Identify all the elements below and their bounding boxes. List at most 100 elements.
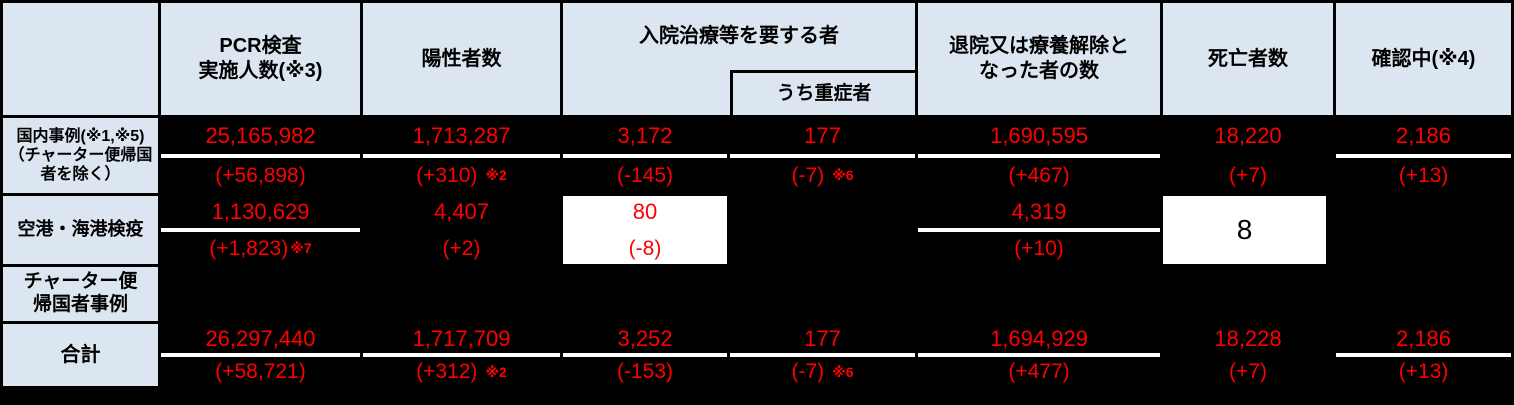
cell-value: 2,186 xyxy=(1336,324,1511,357)
cell-value: 3,252 xyxy=(563,324,727,357)
cell-charter-severe xyxy=(730,267,915,321)
cell-delta: (+7) xyxy=(1163,158,1333,194)
header-pcr-line2: 実施人数(※3) xyxy=(198,60,323,82)
cell-delta: (+467) xyxy=(918,158,1160,194)
cell-delta: (-153) xyxy=(563,357,727,386)
row-label-line: 合計 xyxy=(60,344,101,366)
row-label-line: 者を除く） xyxy=(40,166,121,184)
delta-text: (-153) xyxy=(616,360,674,383)
header-confirming: 確認中(※4) xyxy=(1336,3,1511,115)
delta-text: (+13) xyxy=(1398,163,1449,187)
cell-total-severe: 177 (-7) ※6 xyxy=(730,324,915,386)
cell-charter-discharged xyxy=(918,267,1160,321)
cell-delta: (+13) xyxy=(1336,357,1511,386)
delta-text: (+10) xyxy=(1014,236,1064,260)
delta-text: (-8) xyxy=(628,236,662,260)
cell-value: 26,297,440 xyxy=(161,324,360,357)
cell-delta: (+13) xyxy=(1336,158,1511,194)
header-corner xyxy=(3,3,158,115)
cell-delta: (+477) xyxy=(918,357,1160,386)
header-positive-label: 陽性者数 xyxy=(421,47,502,70)
header-positive: 陽性者数 xyxy=(363,3,560,115)
cell-total-positive: 1,717,709 (+312) ※2 xyxy=(363,324,560,386)
header-severe-sub: うち重症者 xyxy=(730,70,915,115)
row-label-line: 帰国者事例 xyxy=(32,294,128,315)
delta-note: ※6 xyxy=(832,363,854,380)
header-discharged-line2: なった者の数 xyxy=(979,60,1099,82)
cell-value: 18,220 xyxy=(1214,122,1282,148)
cell-value: 8 xyxy=(1236,214,1253,245)
header-deaths: 死亡者数 xyxy=(1163,3,1333,115)
cell-delta: (+58,721) xyxy=(161,357,360,386)
delta-text: (-7) xyxy=(791,163,825,187)
cell-charter-hospitalized xyxy=(563,267,727,321)
cell-delta: (+2) xyxy=(363,232,560,264)
row-label-domestic: 国内事例(※1,※5) （チャーター便帰国 者を除く） xyxy=(3,118,158,193)
cell-value: 4,319 xyxy=(918,196,1160,232)
delta-text: (-7) xyxy=(791,360,825,383)
row-label-line: （チャーター便帰国 xyxy=(8,146,153,164)
cell-delta: (+1,823) ※7 xyxy=(161,232,360,264)
cell-delta: (-7) ※6 xyxy=(730,158,915,194)
cell-domestic-discharged: 1,690,595 (+467) xyxy=(918,118,1160,193)
delta-text: (+310) xyxy=(416,163,478,187)
cell-value: 1,690,595 xyxy=(918,118,1160,158)
cell-domestic-deaths: 18,220 (+7) xyxy=(1163,118,1333,193)
cell-value: 18,228 xyxy=(1214,325,1282,351)
delta-note: ※7 xyxy=(290,240,312,256)
cell-domestic-confirming: 2,186 (+13) xyxy=(1336,118,1511,193)
row-label-quarantine: 空港・海港検疫 xyxy=(3,196,158,264)
cell-value: 2,186 xyxy=(1336,118,1511,158)
cell-delta: (+10) xyxy=(918,232,1160,264)
delta-text: (-145) xyxy=(616,163,674,187)
header-deaths-label: 死亡者数 xyxy=(1208,47,1288,70)
cell-domestic-pcr: 25,165,982 (+56,898) xyxy=(161,118,360,193)
cell-value: 80 xyxy=(632,199,658,224)
cell-quarantine-deaths-highlight: 8 xyxy=(1163,196,1326,264)
cell-charter-positive xyxy=(363,267,560,321)
delta-text: (+58,721) xyxy=(215,360,306,383)
cell-quarantine-hospitalized-highlight: 80 (-8) xyxy=(563,196,727,264)
header-hospitalized: 入院治療等を要する者 うち重症者 xyxy=(563,3,915,115)
header-discharged-line1: 退院又は療養解除と xyxy=(949,35,1129,57)
cell-value: 1,694,929 xyxy=(918,324,1160,357)
cell-value: 4,407 xyxy=(433,199,490,224)
header-pcr-line1: PCR検査 xyxy=(219,35,302,57)
delta-note: ※6 xyxy=(832,167,854,184)
cell-quarantine-pcr: 1,130,629 (+1,823) ※7 xyxy=(161,196,360,264)
cell-delta: (-8) xyxy=(563,232,727,264)
cell-value: 177 xyxy=(730,324,915,357)
cell-charter-pcr xyxy=(161,267,360,321)
delta-text: (+13) xyxy=(1398,360,1449,383)
cell-domestic-positive: 1,713,287 (+310) ※2 xyxy=(363,118,560,193)
header-pcr: PCR検査 実施人数(※3) xyxy=(161,3,360,115)
row-label-line: 国内事例(※1,※5) xyxy=(16,127,145,145)
cell-quarantine-severe xyxy=(730,196,915,264)
delta-text: (+56,898) xyxy=(215,163,306,187)
cell-value: 1,717,709 xyxy=(363,324,560,357)
delta-note: ※2 xyxy=(485,363,507,380)
delta-text: (+312) xyxy=(416,360,478,383)
row-label-line: チャーター便 xyxy=(23,271,138,293)
cell-delta: (+56,898) xyxy=(161,158,360,194)
cell-delta: (+312) ※2 xyxy=(363,357,560,386)
cell-total-pcr: 26,297,440 (+58,721) xyxy=(161,324,360,386)
header-discharged: 退院又は療養解除と なった者の数 xyxy=(918,3,1160,115)
delta-text: (+477) xyxy=(1008,360,1070,383)
cell-quarantine-confirming xyxy=(1336,196,1511,264)
row-label-total: 合計 xyxy=(3,324,158,386)
cell-delta: (-145) xyxy=(563,158,727,194)
header-hospitalized-label: 入院治療等を要する者 xyxy=(639,25,839,47)
row-label-charter: チャーター便 帰国者事例 xyxy=(3,267,158,321)
row-label-line: 空港・海港検疫 xyxy=(17,219,144,240)
cell-total-deaths: 18,228 (+7) xyxy=(1163,324,1333,386)
header-confirming-label: 確認中(※4) xyxy=(1371,47,1476,70)
cell-value: 25,165,982 xyxy=(161,118,360,158)
delta-text: (+467) xyxy=(1008,163,1070,187)
cell-value: 177 xyxy=(730,118,915,158)
delta-text: (+7) xyxy=(1229,163,1267,187)
delta-text: (+2) xyxy=(442,236,481,260)
cell-value: 1,130,629 xyxy=(161,196,360,232)
bottom-spacer xyxy=(3,389,1511,402)
